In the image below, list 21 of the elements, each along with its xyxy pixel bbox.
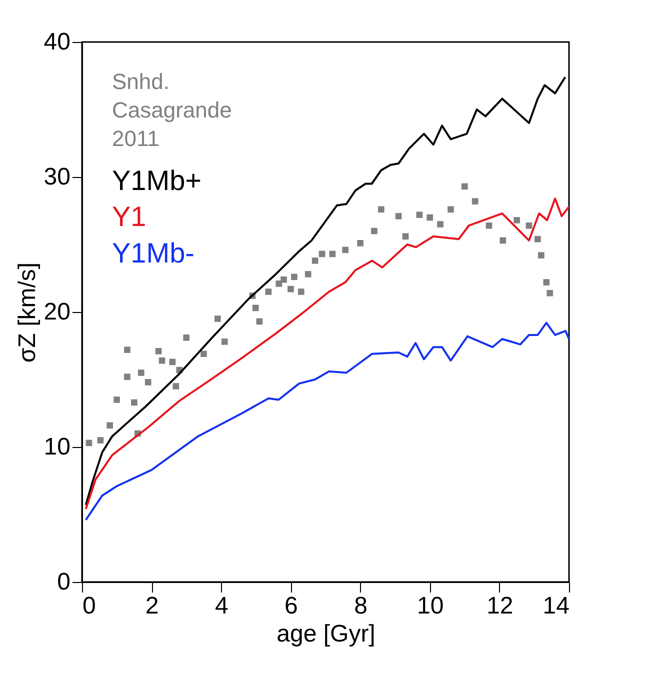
y-tick-label: 0 — [57, 568, 70, 596]
x-tick-label: 6 — [284, 592, 298, 620]
y-tick-label: 10 — [44, 434, 70, 460]
x-tick-label: 0 — [82, 592, 96, 620]
y-tick-label: 40 — [44, 28, 70, 56]
text: Y1Mb+ — [112, 164, 202, 196]
x-tick-label: 10 — [417, 592, 444, 620]
y-axis-title: σZ [km/s] — [14, 262, 41, 363]
x-tick-label: 12 — [486, 592, 514, 620]
x-tick-label: 4 — [214, 592, 228, 620]
line-series — [84, 322, 570, 521]
y-tick-label: 20 — [44, 298, 70, 326]
x-tick-label: 2 — [145, 592, 159, 620]
x-axis-title: age [Gyr] — [276, 620, 376, 648]
y-tick-label: 30 — [44, 164, 70, 190]
line-series — [84, 198, 570, 510]
x-tick-label: 14 — [542, 592, 570, 620]
text: Y1 — [112, 201, 146, 232]
x-tick-label: 8 — [354, 592, 368, 620]
text: Y1Mb- — [112, 238, 194, 269]
text: Snhd. Casagrande 2011 — [112, 69, 232, 152]
